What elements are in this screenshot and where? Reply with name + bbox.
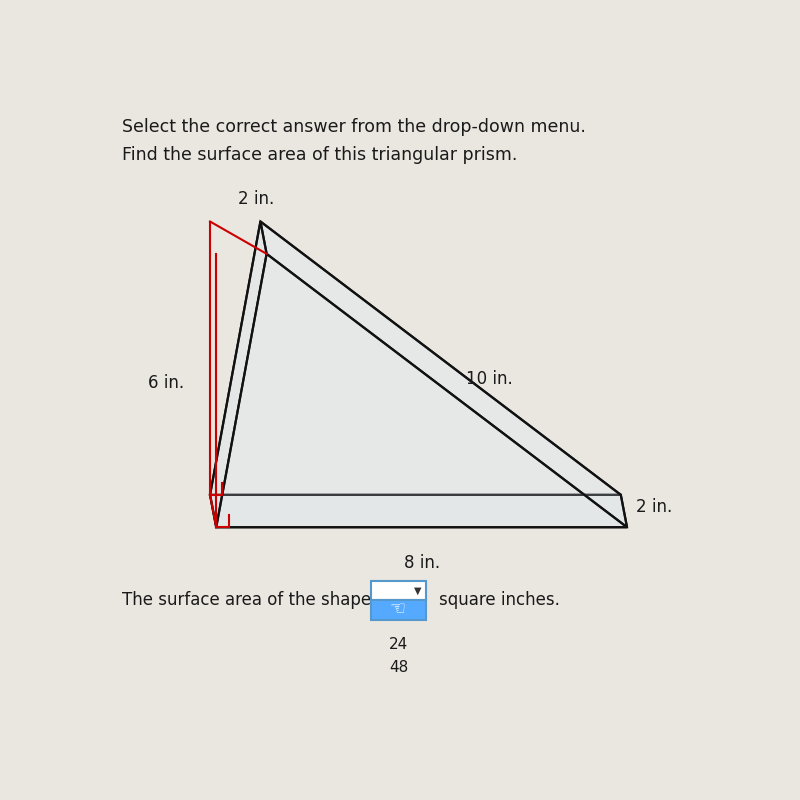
Text: 48: 48 — [389, 660, 408, 674]
Text: ▼: ▼ — [414, 586, 422, 596]
Text: The surface area of the shape is: The surface area of the shape is — [122, 591, 390, 610]
Text: square inches.: square inches. — [439, 591, 560, 610]
Bar — [371, 581, 426, 600]
Text: 8 in.: 8 in. — [403, 554, 440, 572]
Text: 2 in.: 2 in. — [636, 498, 673, 516]
Text: 10 in.: 10 in. — [466, 370, 513, 388]
Text: Find the surface area of this triangular prism.: Find the surface area of this triangular… — [122, 146, 517, 164]
Text: ☜: ☜ — [390, 600, 406, 618]
Text: 24: 24 — [389, 637, 408, 651]
Text: Select the correct answer from the drop-down menu.: Select the correct answer from the drop-… — [122, 118, 586, 135]
Text: 6 in.: 6 in. — [147, 374, 184, 392]
Polygon shape — [261, 222, 627, 527]
Bar — [371, 600, 426, 619]
Text: 2 in.: 2 in. — [238, 190, 274, 208]
Polygon shape — [210, 222, 266, 527]
Polygon shape — [210, 495, 627, 527]
Polygon shape — [216, 254, 627, 527]
Polygon shape — [210, 222, 621, 495]
